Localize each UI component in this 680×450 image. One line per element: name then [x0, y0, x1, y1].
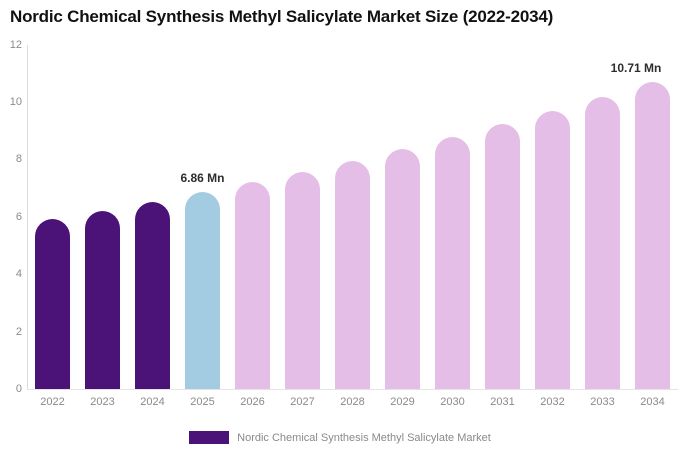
x-tick-label-2032: 2032: [540, 396, 565, 408]
y-tick-label-12: 12: [9, 38, 22, 51]
data-label-2034: 10.71 Mn: [610, 60, 662, 75]
bar-2034[interactable]: [635, 81, 670, 389]
x-tick-label-2027: 2027: [290, 396, 315, 408]
y-axis-line: [27, 44, 28, 389]
plot-area: 0 2 4 6 8 10 12 2022 2023 2024 2025 2026 2027 2028 202…: [9, 38, 678, 408]
x-tick-label-2023: 2023: [90, 396, 115, 408]
bar-2033[interactable]: [585, 96, 620, 389]
x-tick-label-2031: 2031: [490, 396, 515, 408]
bar-2028[interactable]: [335, 160, 370, 389]
bar-2029[interactable]: [385, 149, 420, 389]
x-tick-label-2026: 2026: [240, 396, 265, 408]
x-tick-label-2022: 2022: [40, 396, 65, 408]
x-tick-label-2025: 2025: [190, 396, 215, 408]
bar-2022[interactable]: [35, 219, 70, 389]
x-tick-label-2024: 2024: [140, 396, 165, 408]
bar-2031[interactable]: [485, 124, 520, 389]
data-label-2025: 6.86 Mn: [180, 171, 225, 186]
legend-item[interactable]: Nordic Chemical Synthesis Methyl Salicyl…: [0, 431, 680, 444]
y-tick-label-2: 2: [15, 325, 22, 338]
bar-2024[interactable]: [135, 201, 170, 389]
bar-2023[interactable]: [85, 210, 120, 389]
bar-2026[interactable]: [235, 182, 270, 389]
legend-label: Nordic Chemical Synthesis Methyl Salicyl…: [237, 431, 491, 444]
y-tick-label-6: 6: [15, 210, 22, 223]
x-tick-label-2030: 2030: [440, 396, 465, 408]
y-tick-label-10: 10: [9, 96, 22, 108]
bar-2032[interactable]: [535, 110, 570, 389]
y-tick-label-8: 8: [15, 153, 22, 166]
bar-2025[interactable]: [185, 192, 220, 389]
bar-2027[interactable]: [285, 171, 320, 389]
x-tick-label-2028: 2028: [340, 396, 365, 408]
y-tick-label-0: 0: [15, 383, 22, 395]
bar-2030[interactable]: [435, 137, 470, 389]
x-axis-line: [27, 389, 678, 390]
chart-title: Nordic Chemical Synthesis Methyl Salicyl…: [10, 7, 554, 26]
y-tick-label-4: 4: [15, 268, 22, 281]
x-tick-label-2034: 2034: [640, 396, 665, 408]
legend-swatch: [189, 431, 230, 444]
x-tick-label-2033: 2033: [590, 396, 615, 408]
x-tick-label-2029: 2029: [390, 396, 415, 408]
